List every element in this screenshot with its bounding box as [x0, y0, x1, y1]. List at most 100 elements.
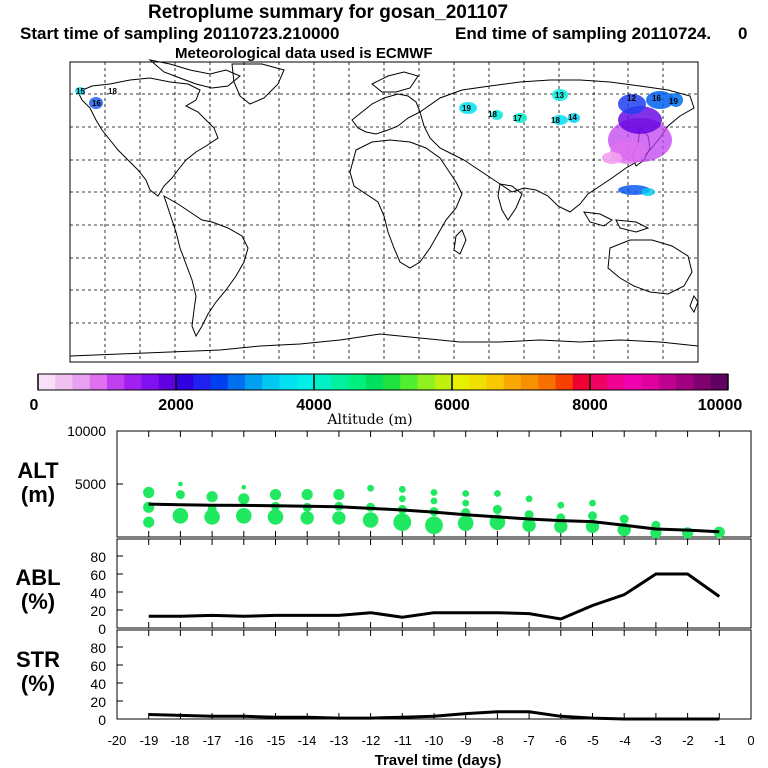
xtick-label: -10	[425, 733, 444, 748]
alt-scatter-point	[522, 518, 536, 532]
xtick-label: -2	[682, 733, 694, 748]
colorbar-cell	[434, 374, 453, 390]
colorbar-tick-label: 4000	[296, 397, 332, 414]
alt-scatter-point	[204, 509, 220, 525]
str-panel-frame	[116, 629, 752, 720]
day-label: 18	[488, 110, 497, 119]
plume-day-labels: 15 18 16 19 18 17 13 18 14 12 16 19	[76, 87, 678, 125]
abl-ytick-label: 80	[90, 549, 106, 565]
colorbar-cell	[486, 374, 505, 390]
alt-scatter-point	[619, 514, 629, 524]
alt-scatter-point	[398, 495, 406, 503]
xtick-label: -14	[298, 733, 317, 748]
colorbar-cell	[89, 374, 108, 390]
day-label: 14	[568, 113, 577, 122]
alt-scatter-point	[462, 499, 470, 507]
colorbar-tick-label: 0	[30, 397, 39, 414]
sampling-end: End time of sampling 20110724.	[455, 24, 712, 43]
alt-ytick-label: 10000	[67, 423, 106, 439]
colorbar-tick-label: 6000	[434, 397, 470, 414]
xtick-label: -17	[203, 733, 222, 748]
x-axis-title: Travel time (days)	[375, 752, 502, 768]
colorbar-cell	[710, 374, 729, 390]
colorbar-cell	[124, 374, 142, 390]
xtick-label: -15	[267, 733, 286, 748]
alt-scatter-point	[554, 519, 568, 534]
str-line	[148, 710, 720, 721]
alt-scatter-point	[425, 516, 443, 535]
abl-panel-label: ABL	[15, 565, 60, 590]
colorbar-cell	[210, 374, 229, 390]
sampling-start: Start time of sampling 20110723.210000	[20, 24, 340, 43]
day-label: 19	[669, 97, 678, 106]
day-label: 19	[462, 104, 471, 113]
abl-ytick-label: 60	[90, 567, 106, 583]
alt-scatter-point	[143, 486, 155, 499]
abl-ytick-label: 0	[98, 621, 106, 637]
map-graticule	[70, 62, 698, 362]
xtick-label: -1	[714, 733, 726, 748]
alt-scatter-point	[238, 493, 250, 505]
day-label: 18	[551, 116, 560, 125]
str-panel-unit: (%)	[21, 671, 55, 696]
str-ytick-label: 20	[90, 694, 106, 710]
xtick-label: -13	[330, 733, 349, 748]
colorbar-cell	[193, 374, 211, 390]
alt-scatter-point	[333, 489, 345, 501]
colorbar-cell	[141, 374, 160, 390]
alt-scatter-point	[301, 489, 313, 501]
xtick-label: -4	[619, 733, 631, 748]
alt-scatter-point	[589, 499, 596, 507]
colorbar-cell	[296, 374, 315, 390]
day-label: 16	[652, 94, 661, 103]
day-label: 15	[76, 87, 85, 96]
colorbar-cell	[659, 374, 677, 390]
alt-scatter-point	[206, 491, 218, 503]
abl-ytick-label: 20	[90, 603, 106, 619]
colorbar-cell	[538, 374, 556, 390]
colorbar-cell	[279, 374, 298, 390]
alt-scatter-point	[267, 509, 284, 525]
colorbar-cell	[590, 374, 608, 390]
xtick-label: -8	[492, 733, 504, 748]
colorbar-cell	[227, 374, 246, 390]
alt-scatter-point	[143, 516, 155, 528]
str-panel-label: STR	[16, 647, 60, 672]
alt-scatter-point	[269, 489, 282, 501]
xtick-label: -12	[362, 733, 381, 748]
str-ytick-label: 40	[90, 676, 106, 692]
xtick-label: -6	[555, 733, 567, 748]
day-label: 12	[627, 94, 636, 103]
colorbar-cell	[365, 374, 384, 390]
xtick-label: -18	[171, 733, 190, 748]
colorbar-cell	[503, 374, 522, 390]
alt-scatter-point	[393, 513, 412, 532]
xtick-label: -9	[460, 733, 472, 748]
colorbar-tick-label: 10000	[698, 397, 743, 414]
colorbar-cell	[607, 374, 625, 390]
abl-panel-unit: (%)	[21, 589, 55, 614]
colorbar-cell	[572, 374, 591, 390]
alt-scatter-point	[236, 508, 252, 524]
colorbar-cell	[400, 374, 418, 390]
alt-scatter-point	[172, 508, 189, 524]
alt-scatter-point	[462, 490, 470, 497]
colorbar-tick-label: 2000	[158, 397, 194, 414]
day-label: 16	[92, 99, 101, 108]
abl-line	[148, 572, 721, 621]
xtick-label: -7	[523, 733, 535, 748]
colorbar-cell	[693, 374, 712, 390]
alt-scatter-point	[713, 526, 725, 538]
colorbar-tick-label: 8000	[572, 397, 608, 414]
colorbar-cell	[262, 374, 280, 390]
alt-scatter-point	[367, 484, 374, 492]
alt-scatter-point	[430, 497, 438, 505]
alt-scatter-point	[241, 484, 247, 490]
alt-scatter-point	[178, 481, 183, 487]
colorbar-cell	[176, 374, 194, 390]
alt-scatter-point	[557, 501, 565, 509]
alt-panel-label: ALT	[17, 458, 59, 483]
